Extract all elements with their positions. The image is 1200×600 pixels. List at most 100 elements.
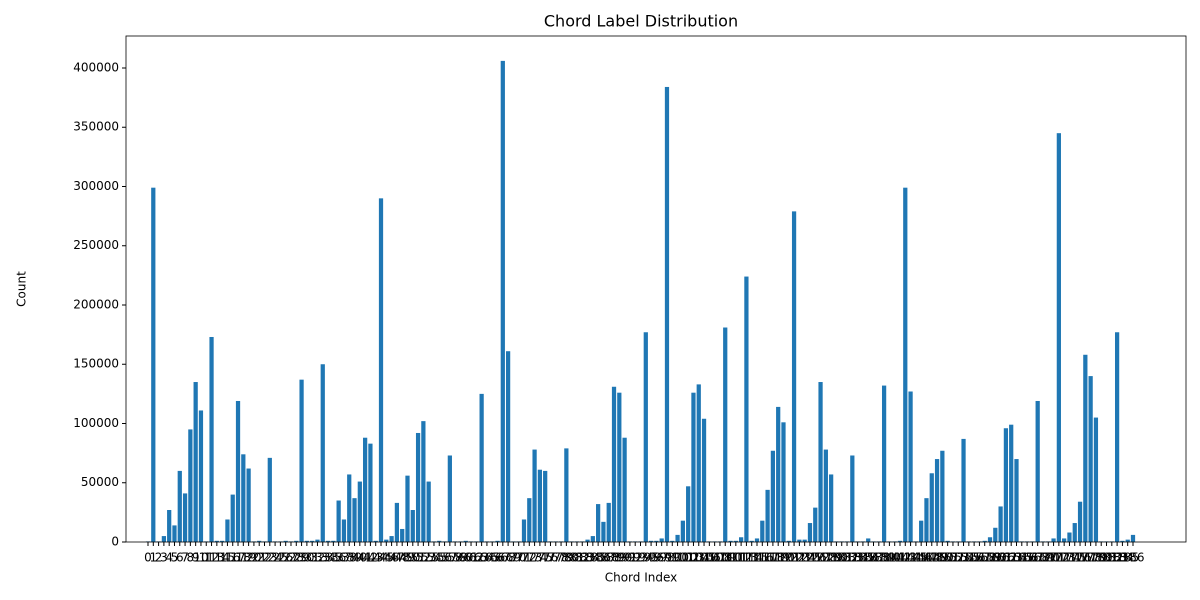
bar bbox=[601, 521, 606, 542]
x-tick-label: 119 bbox=[767, 551, 790, 565]
x-tick-label: 37 bbox=[336, 551, 351, 565]
bar bbox=[447, 455, 452, 542]
x-tick-label: 182 bbox=[1100, 551, 1123, 565]
x-tick-label: 19 bbox=[241, 551, 256, 565]
x-tick-label: 75 bbox=[538, 551, 553, 565]
bar bbox=[850, 455, 855, 542]
x-tick-label: 61 bbox=[463, 551, 478, 565]
x-tick-label: 8 bbox=[187, 551, 195, 565]
bar bbox=[543, 470, 548, 542]
bar bbox=[299, 379, 304, 542]
bar bbox=[294, 540, 299, 542]
x-tick-label: 33 bbox=[315, 551, 330, 565]
x-tick-label: 91 bbox=[622, 551, 637, 565]
bar bbox=[585, 539, 590, 542]
bar bbox=[193, 382, 198, 542]
bar bbox=[1114, 332, 1120, 542]
x-tick-label: 56 bbox=[437, 551, 452, 565]
bar bbox=[675, 534, 680, 542]
bar bbox=[813, 507, 818, 542]
x-tick-label: 22 bbox=[257, 551, 272, 565]
x-tick-label: 123 bbox=[788, 551, 811, 565]
bar bbox=[532, 449, 537, 542]
bar bbox=[214, 540, 219, 542]
bar bbox=[670, 540, 675, 542]
bar bbox=[754, 538, 760, 542]
bar bbox=[426, 481, 431, 542]
bar bbox=[617, 392, 622, 542]
x-tick-label: 138 bbox=[867, 551, 890, 565]
x-tick-label: 176 bbox=[1069, 551, 1092, 565]
x-tick-label: 34 bbox=[320, 551, 335, 565]
x-tick-label: 151 bbox=[936, 551, 959, 565]
x-tick-label: 98 bbox=[659, 551, 674, 565]
x-tick-label: 175 bbox=[1063, 551, 1086, 565]
x-tick-label: 13 bbox=[209, 551, 224, 565]
bar bbox=[437, 540, 442, 542]
bar bbox=[331, 540, 336, 542]
x-tick-label: 74 bbox=[532, 551, 547, 565]
x-tick-label: 124 bbox=[793, 551, 816, 565]
x-tick-label: 183 bbox=[1106, 551, 1129, 565]
x-tick-label: 3 bbox=[160, 551, 168, 565]
bar bbox=[998, 506, 1003, 542]
x-tick-label: 32 bbox=[310, 551, 325, 565]
chart-title: Chord Label Distribution bbox=[544, 12, 738, 31]
bar bbox=[1051, 538, 1056, 542]
x-tick-label: 49 bbox=[400, 551, 415, 565]
x-tick-label: 64 bbox=[479, 551, 494, 565]
bar bbox=[479, 393, 484, 542]
bar bbox=[363, 437, 368, 542]
x-tick-label: 29 bbox=[294, 551, 309, 565]
x-tick-label: 158 bbox=[973, 551, 996, 565]
bar bbox=[961, 438, 966, 542]
x-tick-label: 35 bbox=[326, 551, 341, 565]
x-tick-label: 18 bbox=[236, 551, 251, 565]
bar bbox=[739, 537, 744, 542]
x-tick-label: 105 bbox=[693, 551, 716, 565]
bar bbox=[172, 525, 177, 542]
bar bbox=[1062, 538, 1067, 542]
x-tick-label: 14 bbox=[214, 551, 229, 565]
x-tick-label: 9 bbox=[192, 551, 200, 565]
bar bbox=[188, 429, 193, 542]
bar bbox=[357, 481, 362, 542]
x-tick-label: 40 bbox=[352, 551, 367, 565]
bar bbox=[230, 494, 235, 542]
bar bbox=[982, 540, 987, 542]
x-tick-label: 106 bbox=[698, 551, 721, 565]
y-tick-label: 100000 bbox=[73, 416, 119, 430]
x-tick-label: 76 bbox=[543, 551, 558, 565]
bar bbox=[505, 351, 511, 542]
x-tick-label: 52 bbox=[416, 551, 431, 565]
x-tick-label: 26 bbox=[278, 551, 293, 565]
x-tick-label: 111 bbox=[724, 551, 747, 565]
x-tick-label: 128 bbox=[814, 551, 837, 565]
x-tick-label: 132 bbox=[836, 551, 859, 565]
bar bbox=[781, 422, 786, 542]
bar bbox=[537, 469, 542, 542]
x-tick-label: 53 bbox=[421, 551, 436, 565]
x-tick-label: 73 bbox=[527, 551, 542, 565]
x-tick-label: 153 bbox=[947, 551, 970, 565]
x-tick-label: 135 bbox=[851, 551, 874, 565]
bar bbox=[177, 470, 182, 542]
x-tick-label: 125 bbox=[799, 551, 822, 565]
x-tick-label: 16 bbox=[225, 551, 240, 565]
x-tick-label: 180 bbox=[1090, 551, 1113, 565]
bar bbox=[786, 540, 791, 542]
bar bbox=[209, 336, 214, 542]
x-tick-label: 162 bbox=[994, 551, 1017, 565]
x-tick-label: 86 bbox=[596, 551, 611, 565]
y-tick-label: 0 bbox=[111, 535, 119, 549]
bar bbox=[1067, 532, 1072, 542]
bar bbox=[235, 400, 241, 542]
bar bbox=[1009, 424, 1014, 542]
x-tick-label: 24 bbox=[267, 551, 282, 565]
bar bbox=[167, 510, 172, 542]
y-tick-label: 400000 bbox=[73, 60, 119, 74]
x-tick-label: 72 bbox=[522, 551, 537, 565]
bar bbox=[1088, 376, 1093, 542]
bar bbox=[934, 459, 940, 542]
bar bbox=[807, 523, 813, 542]
